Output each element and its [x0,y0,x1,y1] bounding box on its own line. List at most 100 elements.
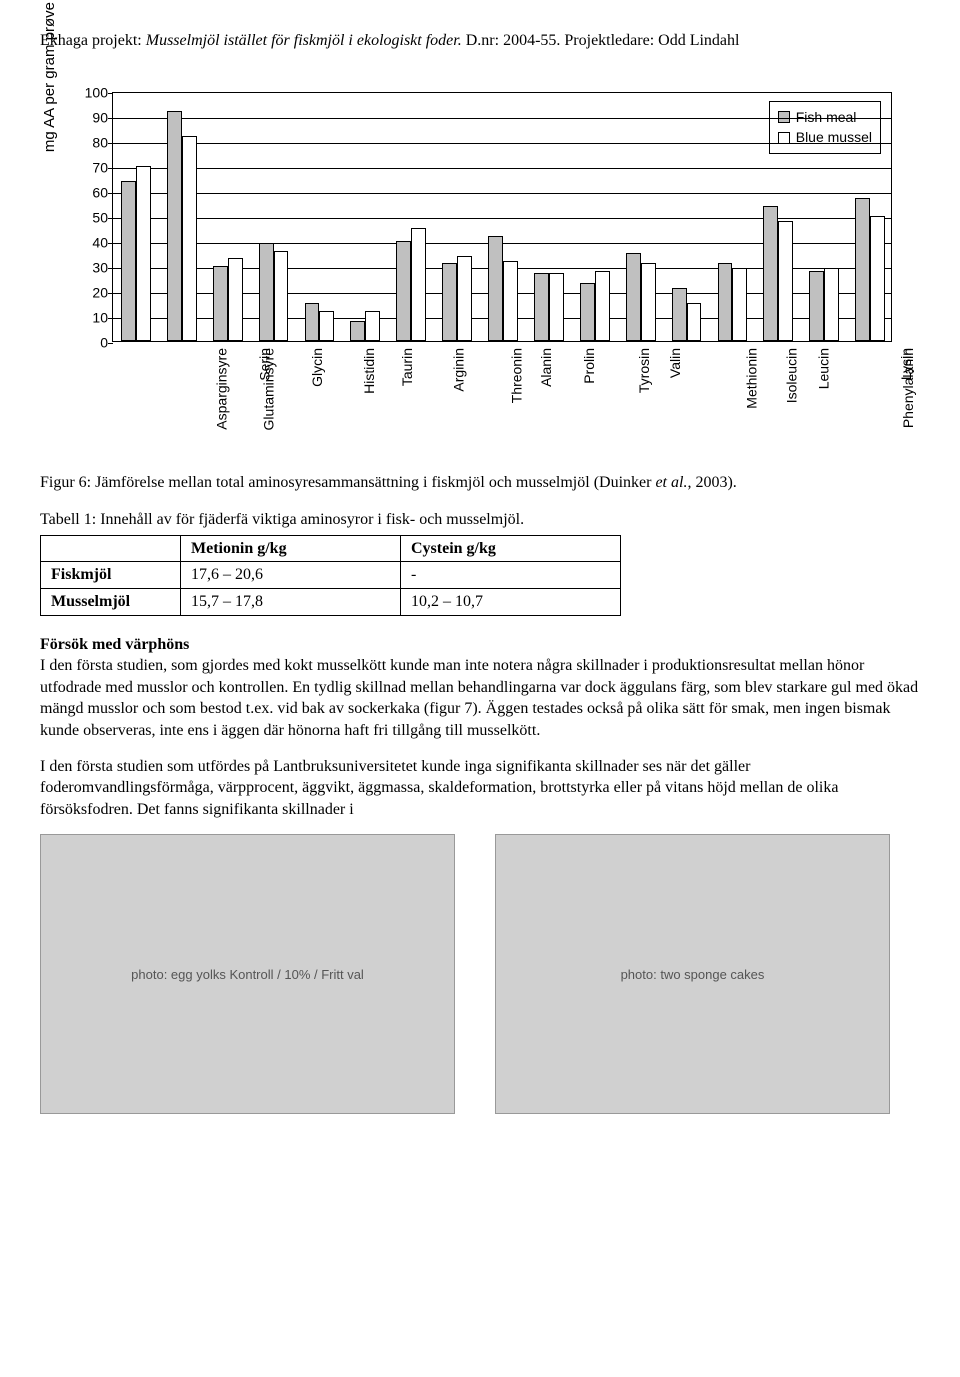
y-tick-label: 40 [78,233,108,252]
table-caption: Tabell 1: Innehåll av för fjäderfä vikti… [40,509,920,531]
bar-mussel-arginin [411,228,426,341]
table-header-cell [41,535,181,562]
table-header-cell: Metionin g/kg [181,535,401,562]
x-label-isoleucin: Isoleucin [783,348,802,403]
table-row: Musselmjöl15,7 – 17,810,2 – 10,7 [41,588,621,615]
bar-fish-asparginsyre [121,181,136,341]
bar-fish-lysin [855,198,870,341]
figure-caption-italic: et al. [655,474,687,491]
section-heading: Försök med värphöns [40,634,920,656]
bar-fish-arginin [396,241,411,341]
bar-fish-phenylalanin [809,271,824,341]
bar-mussel-asparginsyre [136,166,151,341]
y-tick-label: 30 [78,258,108,277]
table-cell: 17,6 – 20,6 [181,562,401,589]
amino-acid-table: Metionin g/kgCystein g/kgFiskmjöl17,6 – … [40,535,621,616]
bar-mussel-serin [228,258,243,341]
x-label-arginin: Arginin [450,348,469,392]
y-tick-label: 90 [78,108,108,127]
table-cell: 10,2 – 10,7 [401,588,621,615]
legend-blue-mussel: Blue mussel [778,128,872,147]
y-tick-label: 80 [78,133,108,152]
chart-legend: Fish meal Blue mussel [769,101,881,155]
bar-fish-glutaminsyre [167,111,182,341]
bar-mussel-leucin [778,221,793,341]
bar-fish-threonin [442,263,457,341]
bar-mussel-taurin [365,311,380,341]
amino-acid-chart: mg AA per gram prøve Fish meal Blue muss… [40,92,920,452]
figure-caption-suffix: , 2003). [687,474,736,491]
y-tick [108,243,113,244]
x-label-glycin: Glycin [307,348,326,387]
y-tick [108,293,113,294]
x-label-asparginsyre: Asparginsyre [213,348,232,430]
bar-mussel-isoleucin [732,268,747,341]
header-title: Musselmjöl istället för fiskmjöl i ekolo… [146,32,462,49]
bar-mussel-valin [641,263,656,341]
table-cell: Musselmjöl [41,588,181,615]
y-axis-label: mg AA per gram prøve [40,2,60,152]
bar-mussel-glutaminsyre [182,136,197,341]
x-label-alanin: Alanin [537,348,556,387]
table-row: Fiskmjöl17,6 – 20,6- [41,562,621,589]
bar-mussel-alanin [503,261,518,341]
photo-row: photo: egg yolks Kontroll / 10% / Fritt … [40,834,920,1114]
x-label-tyrosin: Tyrosin [635,348,654,393]
bar-mussel-prolin [549,273,564,341]
bar-fish-serin [213,266,228,341]
bar-fish-alanin [488,236,503,341]
y-tick [108,193,113,194]
bar-fish-methionin [672,288,687,341]
x-label-serin: Serin [255,348,274,381]
bar-fish-valin [626,253,641,341]
y-tick-label: 60 [78,183,108,202]
x-label-lysin: Lysin [897,348,916,380]
bar-fish-taurin [350,321,365,341]
page-header: Ekhaga projekt: Musselmjöl istället för … [40,30,920,52]
bar-mussel-lysin [870,216,885,341]
chart-plot-area: Fish meal Blue mussel 010203040506070809… [112,92,892,342]
x-label-leucin: Leucin [815,348,834,389]
bar-fish-glycin [259,243,274,341]
table-cell: - [401,562,621,589]
bar-mussel-glycin [274,251,289,341]
y-tick-label: 0 [78,333,108,352]
bar-fish-tyrosin [580,283,595,341]
bar-mussel-methionin [687,303,702,341]
table-cell: 15,7 – 17,8 [181,588,401,615]
y-tick-label: 70 [78,158,108,177]
bar-mussel-threonin [457,256,472,341]
y-tick [108,93,113,94]
y-tick [108,168,113,169]
y-tick [108,118,113,119]
x-label-histidin: Histidin [360,348,379,394]
bar-mussel-tyrosin [595,271,610,341]
bar-fish-isoleucin [718,263,733,341]
bar-fish-histidin [305,303,320,341]
y-tick [108,343,113,344]
bar-fish-prolin [534,273,549,341]
photo-eggs: photo: egg yolks Kontroll / 10% / Fritt … [40,834,455,1114]
gridline [113,118,891,119]
photo-cakes: photo: two sponge cakes [495,834,890,1114]
y-tick [108,143,113,144]
figure-caption: Figur 6: Jämförelse mellan total aminosy… [40,472,920,494]
y-tick-label: 20 [78,283,108,302]
table-header-cell: Cystein g/kg [401,535,621,562]
paragraph-1: I den första studien, som gjordes med ko… [40,655,920,741]
header-dnr: D.nr: 2004-55. Projektledare: Odd Lindah… [462,32,740,49]
figure-caption-prefix: Figur 6: Jämförelse mellan total aminosy… [40,474,655,491]
gridline [113,143,891,144]
y-tick-label: 100 [78,83,108,102]
bar-fish-leucin [763,206,778,341]
bar-mussel-phenylalanin [824,268,839,341]
legend-label-mussel: Blue mussel [796,128,872,147]
paragraph-2: I den första studien som utfördes på Lan… [40,756,920,821]
y-tick [108,268,113,269]
y-tick-label: 10 [78,308,108,327]
x-label-prolin: Prolin [580,348,599,384]
table-header-row: Metionin g/kgCystein g/kg [41,535,621,562]
gridline [113,193,891,194]
bar-mussel-histidin [319,311,334,341]
x-label-taurin: Taurin [398,348,417,386]
